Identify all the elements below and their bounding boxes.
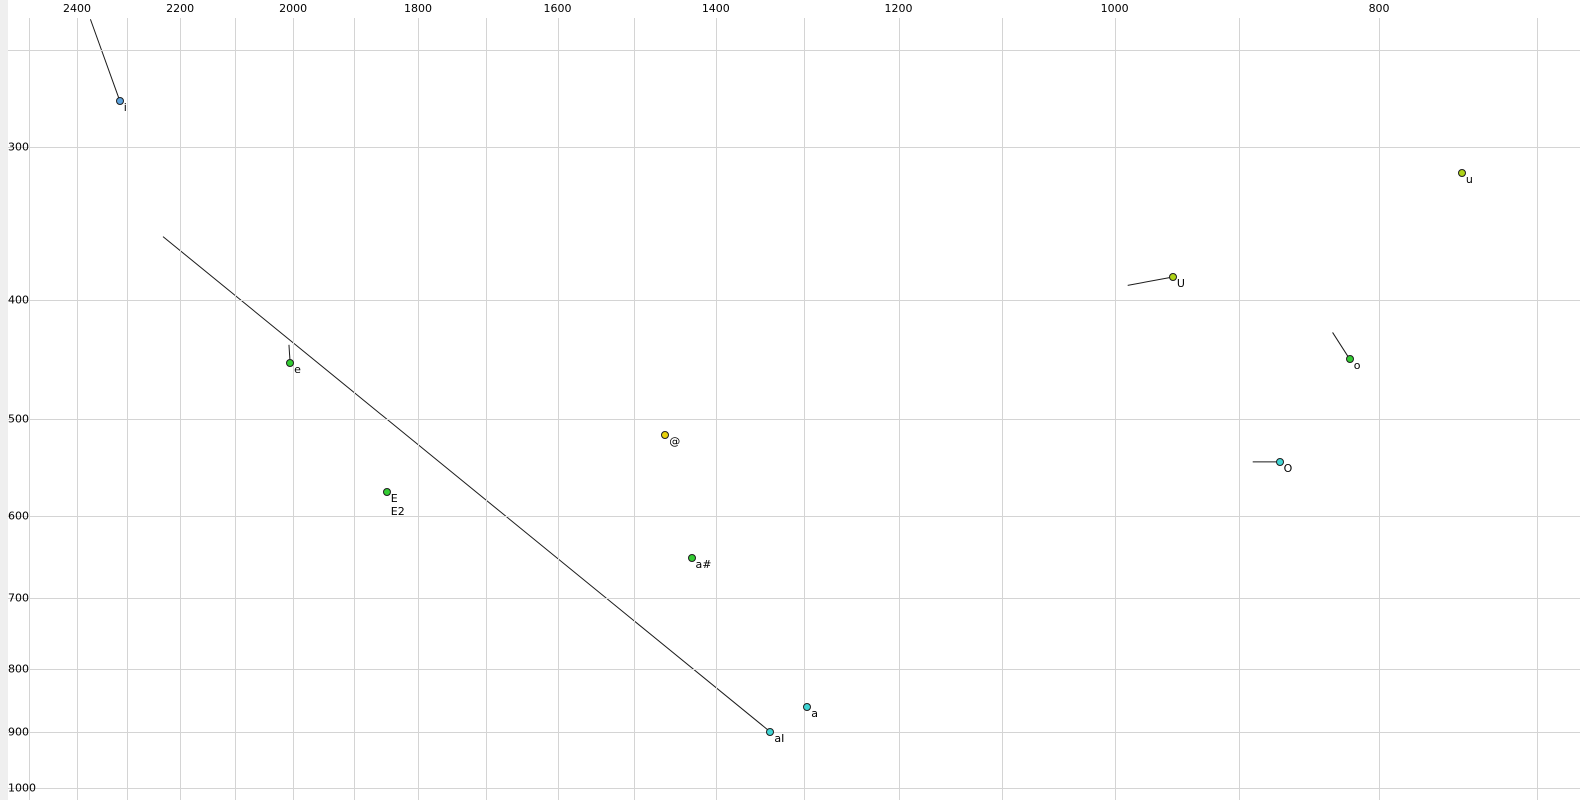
gridline-f2-2000 [293, 18, 295, 800]
gridline-f1-800 [8, 669, 1580, 671]
vowel-point-a[interactable] [803, 703, 812, 712]
gridline-f2-1400 [715, 18, 717, 800]
vowel-label-E2: E2 [390, 504, 405, 518]
gridline-f2-800 [1379, 18, 1381, 800]
vowel-label-a#: a# [695, 557, 712, 571]
gridline-f1-400 [8, 300, 1580, 302]
x-tick-800: 800 [1368, 2, 1390, 15]
vowel-point-aI[interactable] [766, 727, 775, 736]
vowel-label-O: O [1283, 461, 1293, 475]
gridline-f2-1500 [634, 18, 636, 800]
vowel-point-O[interactable] [1275, 457, 1284, 466]
left-margin-strip [0, 0, 8, 800]
y-tick-900: 900 [8, 725, 29, 739]
vowel-label-u: u [1465, 172, 1473, 186]
y-tick-700: 700 [8, 591, 29, 605]
gridline-f1-250 [8, 49, 1580, 51]
vowel-label-o: o [1353, 359, 1361, 373]
trajectory-U [1127, 276, 1173, 286]
x-tick-1400: 1400 [701, 2, 730, 15]
gridline-f2-1200 [898, 18, 900, 800]
vowel-point-i[interactable] [115, 96, 124, 105]
y-tick-1000: 1000 [8, 781, 36, 795]
vowel-point-@[interactable] [661, 430, 670, 439]
y-tick-500: 500 [8, 412, 29, 426]
gridline-f1-300 [8, 147, 1580, 148]
gridline-f1-700 [8, 598, 1580, 600]
gridline-f2-1300 [803, 18, 805, 800]
y-tick-400: 400 [8, 293, 29, 307]
gridline-f2-1900 [353, 18, 355, 800]
vowel-label-U: U [1176, 277, 1185, 291]
gridline-f1-600 [8, 516, 1580, 518]
trajectory-aI [162, 236, 771, 733]
gridline-f2-1600 [557, 18, 559, 800]
x-tick-1200: 1200 [884, 2, 913, 15]
y-tick-300: 300 [8, 140, 29, 154]
x-tick-1600: 1600 [543, 2, 572, 15]
x-tick-2200: 2200 [166, 2, 195, 15]
vowel-point-u[interactable] [1457, 168, 1466, 177]
vowel-point-U[interactable] [1168, 273, 1177, 282]
trajectory-i [89, 19, 121, 101]
gridline-f2-2100 [235, 18, 237, 800]
y-tick-600: 600 [8, 509, 29, 523]
gridline-f2-1800 [417, 18, 419, 800]
gridline-f1-500 [8, 418, 1580, 420]
x-tick-2400: 2400 [63, 2, 91, 15]
x-tick-1000: 1000 [1100, 2, 1129, 15]
y-tick-800: 800 [8, 662, 29, 676]
gridline-f2-2300 [127, 18, 129, 800]
gridline-f2-2200 [180, 18, 182, 800]
vowel-label-E: E [390, 491, 398, 505]
vowel-label-e: e [294, 362, 301, 376]
x-tick-1800: 1800 [403, 2, 432, 15]
gridline-f1-1000 [8, 788, 1580, 790]
gridline-f2-700 [1537, 18, 1539, 800]
vowel-label-aI: aI [774, 731, 785, 745]
gridline-f2-1000 [1114, 18, 1116, 800]
vowel-point-o[interactable] [1345, 355, 1354, 364]
vowel-point-E[interactable] [382, 487, 391, 496]
gridline-f2-1700 [485, 18, 487, 800]
vowel-label-i: i [123, 100, 127, 114]
vowel-point-e[interactable] [286, 358, 295, 367]
vowel-label-a: a [811, 707, 819, 721]
vowel-point-a#[interactable] [687, 553, 696, 562]
gridline-f2-900 [1239, 18, 1241, 800]
gridline-f2-2400 [77, 18, 78, 800]
gridline-f2-1100 [1001, 18, 1003, 800]
x-tick-2000: 2000 [279, 2, 308, 15]
gridline-f1-900 [8, 731, 1580, 733]
vowel-label-@: @ [669, 434, 681, 448]
gridline-f2-2500 [28, 18, 30, 800]
